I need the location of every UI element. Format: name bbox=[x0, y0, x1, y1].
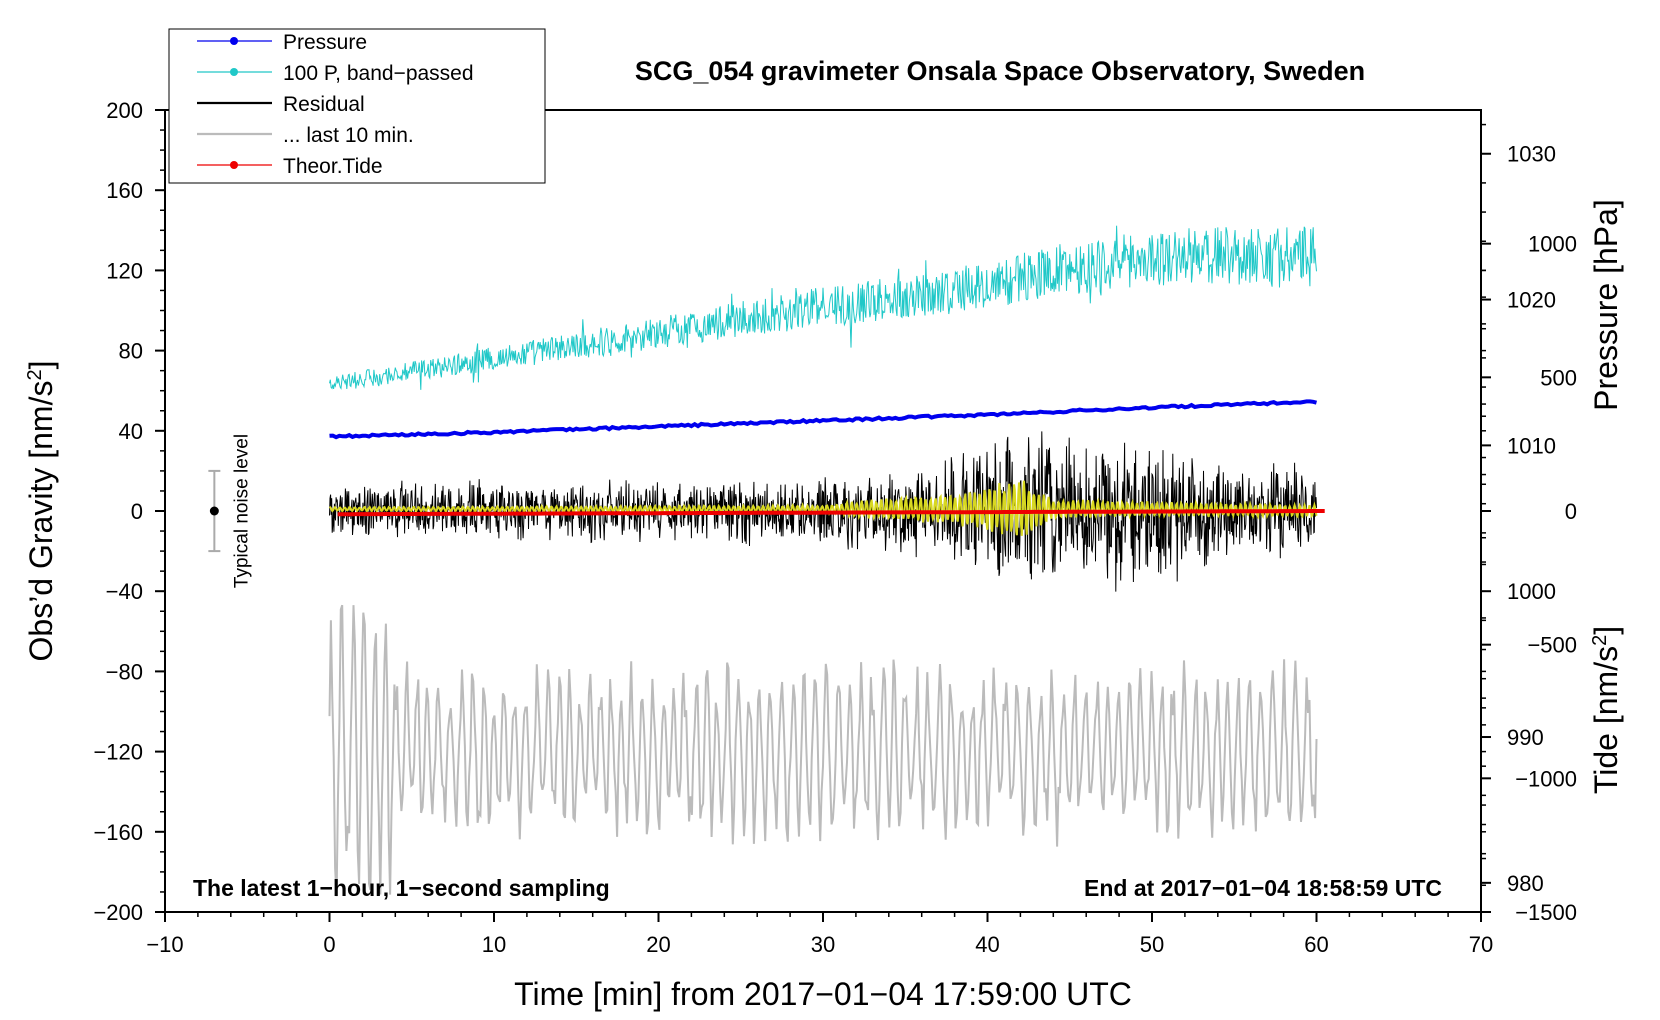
series-layer bbox=[328, 225, 1325, 897]
annotation-bottom-right: End at 2017−01−04 18:58:59 UTC bbox=[1084, 875, 1442, 901]
tide-tick-label: 500 bbox=[1540, 365, 1577, 390]
tide-tick-label: 0 bbox=[1565, 499, 1577, 524]
legend-label: Residual bbox=[283, 93, 365, 116]
y-axis-title-left: Obs’d Gravity [nm/s2] bbox=[23, 361, 59, 662]
y-tick-label: 40 bbox=[119, 419, 143, 444]
y-tick-label: −120 bbox=[93, 740, 143, 765]
legend-marker bbox=[230, 68, 238, 76]
legend-label: Theor.Tide bbox=[283, 155, 383, 178]
noise-bar-center bbox=[209, 506, 219, 516]
legend-label: Pressure bbox=[283, 31, 367, 54]
pressure-tick-label: 1030 bbox=[1507, 142, 1556, 167]
axis-layer: −10 0 10 20 30 40 50 60 7020016012080400−40−80−1… bbox=[93, 98, 1577, 957]
y-axis-title-tide: Tide [nm/s2] bbox=[1588, 626, 1624, 794]
legend-box bbox=[168, 28, 546, 184]
pressure-tick-label: 980 bbox=[1507, 871, 1544, 896]
y-tick-label: 0 bbox=[131, 499, 143, 524]
series-theoretical-tide bbox=[337, 509, 1325, 517]
tide-tick-label: −500 bbox=[1527, 633, 1577, 658]
x-tick-label: 30 bbox=[811, 932, 835, 957]
chart-title: SCG_054 gravimeter Onsala Space Observat… bbox=[635, 56, 1365, 86]
x-tick-label: −10 bbox=[146, 932, 183, 957]
legend-label: ... last 10 min. bbox=[283, 124, 414, 147]
y-tick-label: −160 bbox=[93, 820, 143, 845]
series-band-passed bbox=[329, 225, 1317, 390]
y-tick-label: −80 bbox=[106, 659, 143, 684]
noise-label: Typical noise level bbox=[231, 434, 252, 588]
x-tick-label: 60 bbox=[1304, 932, 1328, 957]
series-last-10-min bbox=[328, 604, 1318, 897]
tide-tick-label: 1000 bbox=[1528, 232, 1577, 257]
y-axis-title-pressure: Pressure [hPa] bbox=[1588, 199, 1624, 411]
y-tick-label: 200 bbox=[106, 98, 143, 123]
y-tick-label: −200 bbox=[93, 900, 143, 925]
tide-tick-label: −1500 bbox=[1515, 900, 1577, 925]
legend-marker bbox=[230, 37, 238, 45]
legend-label: 100 P, band−passed bbox=[283, 62, 474, 85]
annotation-bottom-left: The latest 1−hour, 1−second sampling bbox=[193, 875, 610, 901]
noise-level-indicator: Typical noise level bbox=[208, 434, 252, 588]
x-axis-title: Time [min] from 2017−01−04 17:59:00 UTC bbox=[514, 976, 1132, 1012]
tide-tick-label: −1000 bbox=[1515, 766, 1577, 791]
x-tick-label: 70 bbox=[1469, 932, 1493, 957]
pressure-tick-label: 1010 bbox=[1507, 433, 1556, 458]
y-tick-label: 160 bbox=[106, 178, 143, 203]
x-tick-label: 0 bbox=[323, 932, 335, 957]
series-pressure bbox=[329, 399, 1318, 440]
pressure-tick-label: 990 bbox=[1507, 725, 1544, 750]
x-tick-label: 40 bbox=[975, 932, 999, 957]
legend-marker bbox=[230, 161, 238, 169]
pressure-tick-label: 1020 bbox=[1507, 288, 1556, 313]
y-tick-label: 80 bbox=[119, 339, 143, 364]
legend: Pressure 100 P, band−passed Residual ... la… bbox=[168, 28, 546, 184]
y-tick-label: 120 bbox=[106, 258, 143, 283]
pressure-tick-label: 1000 bbox=[1507, 579, 1556, 604]
x-tick-label: 20 bbox=[646, 932, 670, 957]
series-residual-filtered bbox=[328, 480, 1318, 536]
x-tick-label: 10 bbox=[482, 932, 506, 957]
y-tick-label: −40 bbox=[106, 579, 143, 604]
x-tick-label: 50 bbox=[1140, 932, 1164, 957]
